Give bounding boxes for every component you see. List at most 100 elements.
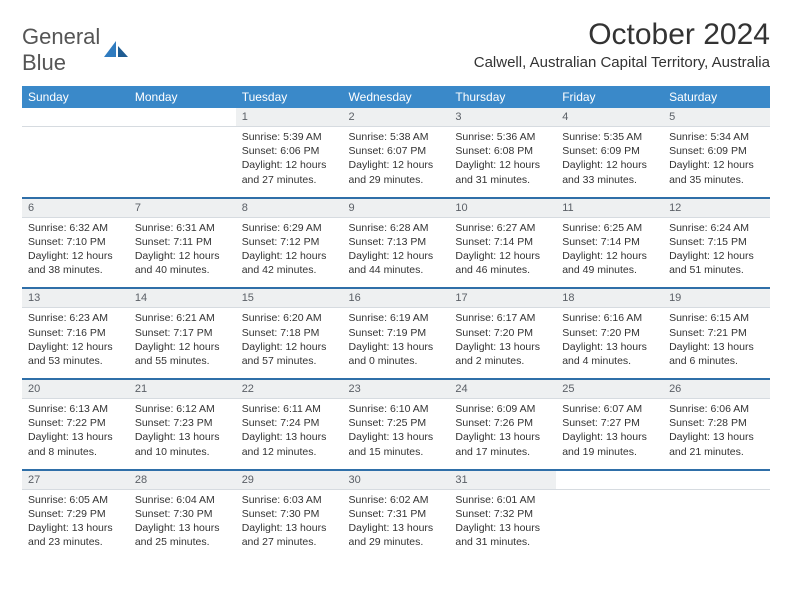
day-number: 2 — [343, 108, 450, 127]
day-cell: Sunrise: 6:02 AMSunset: 7:31 PMDaylight:… — [343, 490, 450, 560]
logo-text: General Blue — [22, 24, 100, 76]
sunset-text: Sunset: 7:17 PM — [135, 326, 230, 340]
daylight-text-1: Daylight: 13 hours — [562, 340, 657, 354]
sunset-text: Sunset: 7:30 PM — [135, 507, 230, 521]
sunset-text: Sunset: 7:19 PM — [349, 326, 444, 340]
sunrise-text: Sunrise: 6:24 AM — [669, 221, 764, 235]
sunset-text: Sunset: 7:11 PM — [135, 235, 230, 249]
sunrise-text: Sunrise: 6:11 AM — [242, 402, 337, 416]
day-cell: Sunrise: 5:36 AMSunset: 6:08 PMDaylight:… — [449, 127, 556, 197]
day-cell: Sunrise: 6:13 AMSunset: 7:22 PMDaylight:… — [22, 399, 129, 469]
day-number: 16 — [343, 289, 450, 308]
daylight-text-1: Daylight: 13 hours — [562, 430, 657, 444]
day-number: 15 — [236, 289, 343, 308]
daylight-text-1: Daylight: 13 hours — [455, 340, 550, 354]
daylight-text-2: and 33 minutes. — [562, 173, 657, 187]
day-cell: Sunrise: 5:39 AMSunset: 6:06 PMDaylight:… — [236, 127, 343, 197]
day-number: 23 — [343, 380, 450, 399]
sunrise-text: Sunrise: 6:17 AM — [455, 311, 550, 325]
sunrise-text: Sunrise: 5:36 AM — [455, 130, 550, 144]
sunset-text: Sunset: 6:09 PM — [669, 144, 764, 158]
daylight-text-2: and 0 minutes. — [349, 354, 444, 368]
daylight-text-2: and 42 minutes. — [242, 263, 337, 277]
day-header: Thursday — [449, 86, 556, 108]
day-number: 18 — [556, 289, 663, 308]
day-number: 10 — [449, 199, 556, 218]
daylight-text-2: and 53 minutes. — [28, 354, 123, 368]
sunrise-text: Sunrise: 6:28 AM — [349, 221, 444, 235]
day-cell — [129, 127, 236, 197]
day-cell: Sunrise: 6:03 AMSunset: 7:30 PMDaylight:… — [236, 490, 343, 560]
day-cell: Sunrise: 6:10 AMSunset: 7:25 PMDaylight:… — [343, 399, 450, 469]
sunrise-text: Sunrise: 6:10 AM — [349, 402, 444, 416]
day-number: 19 — [663, 289, 770, 308]
day-header-row: SundayMondayTuesdayWednesdayThursdayFrid… — [22, 86, 770, 108]
daylight-text-1: Daylight: 12 hours — [135, 249, 230, 263]
sunrise-text: Sunrise: 6:05 AM — [28, 493, 123, 507]
sunrise-text: Sunrise: 6:04 AM — [135, 493, 230, 507]
day-cell: Sunrise: 6:01 AMSunset: 7:32 PMDaylight:… — [449, 490, 556, 560]
daylight-text-1: Daylight: 13 hours — [455, 430, 550, 444]
day-cell: Sunrise: 6:09 AMSunset: 7:26 PMDaylight:… — [449, 399, 556, 469]
day-number: 12 — [663, 199, 770, 218]
sunset-text: Sunset: 7:30 PM — [242, 507, 337, 521]
daylight-text-2: and 23 minutes. — [28, 535, 123, 549]
daylight-text-1: Daylight: 13 hours — [28, 430, 123, 444]
day-header: Saturday — [663, 86, 770, 108]
page-header: General Blue October 2024 Calwell, Austr… — [22, 18, 770, 76]
brand-word-1: General — [22, 24, 100, 49]
daylight-text-2: and 49 minutes. — [562, 263, 657, 277]
sunset-text: Sunset: 6:09 PM — [562, 144, 657, 158]
page-title: October 2024 — [474, 18, 770, 52]
daylight-text-2: and 2 minutes. — [455, 354, 550, 368]
daylight-text-2: and 51 minutes. — [669, 263, 764, 277]
day-cell: Sunrise: 5:38 AMSunset: 6:07 PMDaylight:… — [343, 127, 450, 197]
daylight-text-1: Daylight: 12 hours — [242, 249, 337, 263]
day-number: 17 — [449, 289, 556, 308]
sunset-text: Sunset: 7:16 PM — [28, 326, 123, 340]
brand-logo: General Blue — [22, 18, 128, 76]
day-number: 29 — [236, 471, 343, 490]
day-number: 24 — [449, 380, 556, 399]
daylight-text-2: and 27 minutes. — [242, 173, 337, 187]
week-body-row: Sunrise: 6:32 AMSunset: 7:10 PMDaylight:… — [22, 218, 770, 288]
brand-word-2: Blue — [22, 50, 66, 75]
sunset-text: Sunset: 7:20 PM — [562, 326, 657, 340]
day-cell: Sunrise: 6:32 AMSunset: 7:10 PMDaylight:… — [22, 218, 129, 288]
sunrise-text: Sunrise: 6:25 AM — [562, 221, 657, 235]
week-body-row: Sunrise: 6:13 AMSunset: 7:22 PMDaylight:… — [22, 399, 770, 469]
day-number: 21 — [129, 380, 236, 399]
daylight-text-2: and 31 minutes. — [455, 173, 550, 187]
sunset-text: Sunset: 7:27 PM — [562, 416, 657, 430]
sunrise-text: Sunrise: 6:29 AM — [242, 221, 337, 235]
sunset-text: Sunset: 7:21 PM — [669, 326, 764, 340]
sunrise-text: Sunrise: 6:01 AM — [455, 493, 550, 507]
sunrise-text: Sunrise: 6:12 AM — [135, 402, 230, 416]
sunset-text: Sunset: 7:29 PM — [28, 507, 123, 521]
day-cell: Sunrise: 6:31 AMSunset: 7:11 PMDaylight:… — [129, 218, 236, 288]
daylight-text-2: and 10 minutes. — [135, 445, 230, 459]
day-number: 27 — [22, 471, 129, 490]
daylight-text-1: Daylight: 12 hours — [562, 158, 657, 172]
day-cell: Sunrise: 6:29 AMSunset: 7:12 PMDaylight:… — [236, 218, 343, 288]
daylight-text-2: and 25 minutes. — [135, 535, 230, 549]
day-cell: Sunrise: 6:23 AMSunset: 7:16 PMDaylight:… — [22, 308, 129, 378]
day-cell: Sunrise: 6:06 AMSunset: 7:28 PMDaylight:… — [663, 399, 770, 469]
page-subtitle: Calwell, Australian Capital Territory, A… — [474, 54, 770, 71]
day-number: 5 — [663, 108, 770, 127]
daylight-text-2: and 44 minutes. — [349, 263, 444, 277]
day-cell: Sunrise: 6:11 AMSunset: 7:24 PMDaylight:… — [236, 399, 343, 469]
sunrise-text: Sunrise: 6:32 AM — [28, 221, 123, 235]
week-body-row: Sunrise: 6:05 AMSunset: 7:29 PMDaylight:… — [22, 490, 770, 560]
daylight-text-1: Daylight: 13 hours — [28, 521, 123, 535]
day-number — [556, 471, 663, 490]
daylight-text-2: and 29 minutes. — [349, 535, 444, 549]
sunrise-text: Sunrise: 6:13 AM — [28, 402, 123, 416]
sunset-text: Sunset: 7:24 PM — [242, 416, 337, 430]
day-number: 14 — [129, 289, 236, 308]
sunset-text: Sunset: 7:15 PM — [669, 235, 764, 249]
sunset-text: Sunset: 7:14 PM — [455, 235, 550, 249]
day-cell: Sunrise: 6:16 AMSunset: 7:20 PMDaylight:… — [556, 308, 663, 378]
day-header: Friday — [556, 86, 663, 108]
day-cell: Sunrise: 6:12 AMSunset: 7:23 PMDaylight:… — [129, 399, 236, 469]
